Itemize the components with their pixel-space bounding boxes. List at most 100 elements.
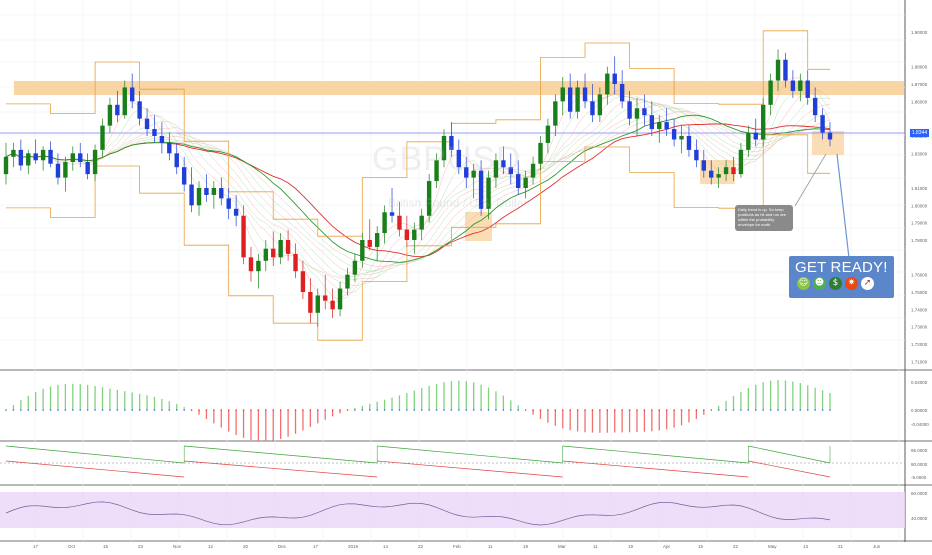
time-tick-label: Jun bbox=[873, 544, 881, 549]
time-tick-label: 19 bbox=[628, 544, 634, 549]
candle-body bbox=[337, 288, 343, 310]
candle bbox=[352, 253, 358, 282]
get-ready-badge[interactable]: GET READY! ☺ ☻ $ ✷ ➚ bbox=[789, 256, 894, 298]
cycle-green-line bbox=[5, 445, 831, 464]
candle-body bbox=[567, 87, 573, 112]
candle bbox=[812, 87, 818, 123]
candle-body bbox=[449, 136, 454, 150]
resistance-zone bbox=[14, 81, 904, 95]
price-tick-label: 1.72000 bbox=[911, 342, 928, 347]
candle bbox=[783, 52, 788, 88]
candle bbox=[308, 278, 313, 324]
zero-line-dot bbox=[339, 409, 341, 411]
candle bbox=[248, 246, 254, 282]
upper-envelope-line bbox=[6, 30, 830, 237]
zero-line-dot bbox=[413, 409, 416, 411]
zero-line-dot bbox=[153, 409, 156, 411]
candle-body bbox=[122, 87, 127, 116]
zero-line-dot bbox=[361, 409, 364, 411]
candle bbox=[174, 142, 179, 175]
candle bbox=[389, 188, 395, 223]
candle-body bbox=[360, 240, 365, 261]
price-tick-label: 1.90000 bbox=[911, 30, 928, 35]
candle-body bbox=[530, 163, 536, 178]
money-face-emoji-icon: ☻ bbox=[813, 277, 826, 290]
price-tick-label: 1.71000 bbox=[911, 359, 928, 364]
zero-line-dot bbox=[532, 409, 534, 411]
ribbon-ma-line bbox=[5, 81, 831, 301]
candle bbox=[26, 149, 31, 175]
price-tick-label: 1.75000 bbox=[911, 290, 928, 295]
candle bbox=[560, 77, 565, 116]
candle-body bbox=[753, 132, 758, 140]
price-tick-label: 1.78000 bbox=[911, 238, 928, 243]
candle-body bbox=[219, 188, 224, 199]
zero-line-dot bbox=[487, 409, 490, 411]
candle bbox=[293, 243, 298, 279]
time-tick-label: Oct bbox=[68, 544, 76, 549]
time-tick-label: 22 bbox=[418, 544, 424, 549]
zero-line-dot bbox=[20, 409, 22, 411]
time-tick-label: Dec bbox=[278, 544, 287, 549]
zero-line-dot bbox=[368, 409, 371, 411]
zero-line-dot bbox=[450, 409, 453, 411]
candle-body bbox=[478, 170, 484, 209]
zero-line-dot bbox=[279, 409, 282, 411]
candle-body bbox=[627, 101, 632, 119]
zero-line-dot bbox=[49, 409, 52, 411]
time-tick-label: Nov bbox=[173, 544, 182, 549]
candle-body bbox=[152, 129, 157, 136]
zero-line-dot bbox=[34, 409, 37, 411]
zero-line-dot bbox=[806, 409, 809, 411]
candle bbox=[233, 194, 239, 227]
candle-body bbox=[55, 163, 61, 178]
time-tick-label: 21 bbox=[838, 544, 844, 549]
candle bbox=[434, 153, 439, 188]
candle bbox=[412, 222, 417, 254]
candle-body bbox=[553, 101, 558, 126]
candle bbox=[486, 170, 491, 220]
candle bbox=[449, 122, 454, 157]
candle bbox=[300, 260, 306, 299]
candle bbox=[605, 66, 610, 105]
candle-body bbox=[300, 271, 306, 292]
zero-line-dot bbox=[710, 409, 713, 411]
candle bbox=[107, 97, 113, 133]
zero-line-dot bbox=[265, 409, 267, 411]
candle bbox=[397, 201, 402, 237]
candle bbox=[382, 205, 387, 244]
zero-line-dot bbox=[665, 409, 668, 411]
zero-line-dot bbox=[651, 409, 653, 411]
candle-body bbox=[315, 295, 320, 313]
candle-body bbox=[486, 177, 491, 209]
candle-body bbox=[590, 101, 595, 116]
candle bbox=[464, 156, 469, 188]
last-price-tag: 1.8344 bbox=[910, 129, 929, 137]
candle bbox=[501, 146, 506, 175]
zero-line-dot bbox=[116, 409, 119, 411]
zero-line-dot bbox=[732, 409, 735, 411]
oscillator-axis-label: -0.04000 bbox=[911, 422, 929, 427]
zero-line-dot bbox=[458, 409, 460, 411]
rsi-axis-label: 40.0000 bbox=[911, 516, 928, 521]
candle bbox=[478, 160, 484, 216]
candle-body bbox=[582, 87, 588, 102]
zero-line-dot bbox=[302, 409, 304, 411]
symbol-description-watermark: British Pound / U.S. Dollar bbox=[388, 196, 528, 210]
rocket-emoji-icon: ➚ bbox=[861, 277, 874, 290]
candle bbox=[404, 215, 410, 247]
candle bbox=[3, 142, 9, 185]
zero-line-dot bbox=[227, 409, 230, 411]
candle-body bbox=[115, 104, 120, 116]
candle bbox=[63, 156, 68, 192]
candle-body bbox=[33, 153, 38, 161]
candle-body bbox=[456, 149, 462, 168]
candle bbox=[723, 160, 729, 182]
candle bbox=[70, 146, 76, 171]
zero-line-dot bbox=[138, 409, 141, 411]
annotation-callout[interactable]: Daily trend is up. So keep positions as … bbox=[735, 205, 793, 231]
time-tick-label: 12 bbox=[208, 544, 214, 549]
candle-body bbox=[226, 198, 231, 209]
